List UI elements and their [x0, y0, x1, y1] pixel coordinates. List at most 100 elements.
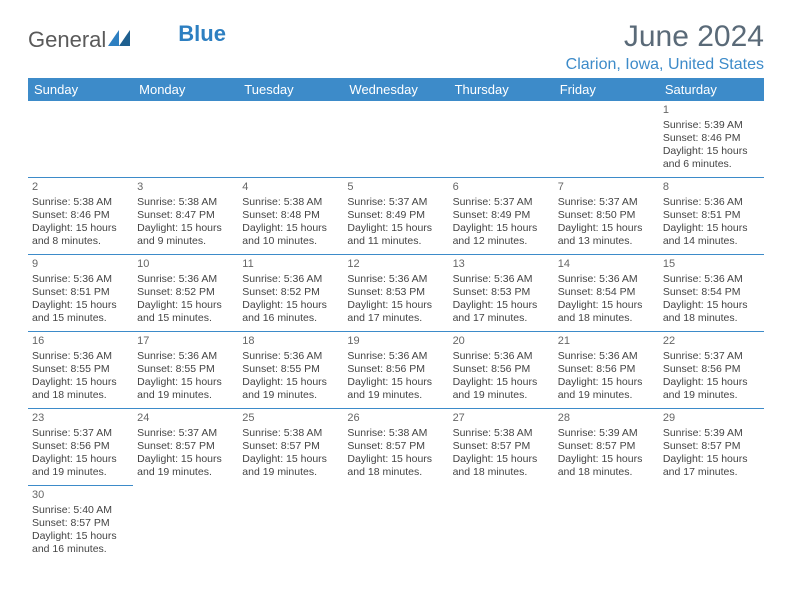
daylight-text: Daylight: 15 hours and 19 minutes. [137, 376, 234, 402]
calendar-cell [133, 101, 238, 178]
day-number: 20 [453, 335, 550, 349]
day-number: 30 [32, 489, 129, 503]
day-number: 6 [453, 181, 550, 195]
calendar-row: 1Sunrise: 5:39 AMSunset: 8:46 PMDaylight… [28, 101, 764, 178]
calendar-cell: 8Sunrise: 5:36 AMSunset: 8:51 PMDaylight… [659, 178, 764, 255]
calendar-row: 9Sunrise: 5:36 AMSunset: 8:51 PMDaylight… [28, 255, 764, 332]
calendar-cell: 2Sunrise: 5:38 AMSunset: 8:46 PMDaylight… [28, 178, 133, 255]
daylight-text: Daylight: 15 hours and 14 minutes. [663, 222, 760, 248]
calendar-cell [449, 486, 554, 563]
sunrise-text: Sunrise: 5:36 AM [32, 273, 129, 286]
sunrise-text: Sunrise: 5:36 AM [453, 273, 550, 286]
sunset-text: Sunset: 8:51 PM [663, 209, 760, 222]
calendar-cell [449, 101, 554, 178]
calendar-cell [343, 101, 448, 178]
sunset-text: Sunset: 8:57 PM [558, 440, 655, 453]
brand-part1: General [28, 27, 106, 53]
sunrise-text: Sunrise: 5:36 AM [558, 350, 655, 363]
weekday-header: Wednesday [343, 78, 448, 101]
sunset-text: Sunset: 8:57 PM [663, 440, 760, 453]
sunrise-text: Sunrise: 5:37 AM [137, 427, 234, 440]
daylight-text: Daylight: 15 hours and 13 minutes. [558, 222, 655, 248]
sunrise-text: Sunrise: 5:36 AM [558, 273, 655, 286]
sunrise-text: Sunrise: 5:36 AM [32, 350, 129, 363]
daylight-text: Daylight: 15 hours and 17 minutes. [453, 299, 550, 325]
calendar-cell: 22Sunrise: 5:37 AMSunset: 8:56 PMDayligh… [659, 332, 764, 409]
calendar-cell: 1Sunrise: 5:39 AMSunset: 8:46 PMDaylight… [659, 101, 764, 178]
day-number: 23 [32, 412, 129, 426]
calendar-row: 30Sunrise: 5:40 AMSunset: 8:57 PMDayligh… [28, 486, 764, 563]
day-number: 15 [663, 258, 760, 272]
day-number: 17 [137, 335, 234, 349]
sunset-text: Sunset: 8:57 PM [32, 517, 129, 530]
brand-part2: Blue [178, 21, 226, 47]
calendar-cell: 28Sunrise: 5:39 AMSunset: 8:57 PMDayligh… [554, 409, 659, 486]
day-number: 12 [347, 258, 444, 272]
calendar-cell: 16Sunrise: 5:36 AMSunset: 8:55 PMDayligh… [28, 332, 133, 409]
calendar-cell: 9Sunrise: 5:36 AMSunset: 8:51 PMDaylight… [28, 255, 133, 332]
daylight-text: Daylight: 15 hours and 10 minutes. [242, 222, 339, 248]
day-number: 28 [558, 412, 655, 426]
daylight-text: Daylight: 15 hours and 18 minutes. [663, 299, 760, 325]
daylight-text: Daylight: 15 hours and 15 minutes. [137, 299, 234, 325]
sunset-text: Sunset: 8:57 PM [347, 440, 444, 453]
daylight-text: Daylight: 15 hours and 19 minutes. [32, 453, 129, 479]
sunset-text: Sunset: 8:50 PM [558, 209, 655, 222]
logo-triangle-icon [108, 26, 130, 52]
calendar-cell: 17Sunrise: 5:36 AMSunset: 8:55 PMDayligh… [133, 332, 238, 409]
title-block: June 2024 Clarion, Iowa, United States [566, 20, 764, 74]
day-number: 13 [453, 258, 550, 272]
sunrise-text: Sunrise: 5:36 AM [663, 273, 760, 286]
sunrise-text: Sunrise: 5:38 AM [242, 427, 339, 440]
day-number: 4 [242, 181, 339, 195]
calendar-cell: 24Sunrise: 5:37 AMSunset: 8:57 PMDayligh… [133, 409, 238, 486]
calendar-cell: 12Sunrise: 5:36 AMSunset: 8:53 PMDayligh… [343, 255, 448, 332]
daylight-text: Daylight: 15 hours and 11 minutes. [347, 222, 444, 248]
sunset-text: Sunset: 8:56 PM [32, 440, 129, 453]
sunrise-text: Sunrise: 5:36 AM [137, 350, 234, 363]
calendar-row: 16Sunrise: 5:36 AMSunset: 8:55 PMDayligh… [28, 332, 764, 409]
daylight-text: Daylight: 15 hours and 18 minutes. [32, 376, 129, 402]
day-number: 16 [32, 335, 129, 349]
calendar-cell: 20Sunrise: 5:36 AMSunset: 8:56 PMDayligh… [449, 332, 554, 409]
header: General Blue June 2024 Clarion, Iowa, Un… [28, 20, 764, 74]
sunset-text: Sunset: 8:49 PM [453, 209, 550, 222]
calendar-cell: 11Sunrise: 5:36 AMSunset: 8:52 PMDayligh… [238, 255, 343, 332]
day-number: 25 [242, 412, 339, 426]
sunset-text: Sunset: 8:54 PM [663, 286, 760, 299]
sunset-text: Sunset: 8:46 PM [32, 209, 129, 222]
calendar-cell [554, 101, 659, 178]
sunset-text: Sunset: 8:52 PM [137, 286, 234, 299]
day-number: 26 [347, 412, 444, 426]
calendar-cell: 18Sunrise: 5:36 AMSunset: 8:55 PMDayligh… [238, 332, 343, 409]
daylight-text: Daylight: 15 hours and 18 minutes. [347, 453, 444, 479]
sunset-text: Sunset: 8:56 PM [663, 363, 760, 376]
day-number: 11 [242, 258, 339, 272]
sunset-text: Sunset: 8:57 PM [453, 440, 550, 453]
daylight-text: Daylight: 15 hours and 19 minutes. [242, 453, 339, 479]
weekday-header: Friday [554, 78, 659, 101]
calendar-cell: 15Sunrise: 5:36 AMSunset: 8:54 PMDayligh… [659, 255, 764, 332]
calendar-row: 2Sunrise: 5:38 AMSunset: 8:46 PMDaylight… [28, 178, 764, 255]
daylight-text: Daylight: 15 hours and 19 minutes. [558, 376, 655, 402]
sunrise-text: Sunrise: 5:36 AM [242, 350, 339, 363]
calendar-cell: 14Sunrise: 5:36 AMSunset: 8:54 PMDayligh… [554, 255, 659, 332]
calendar-cell [659, 486, 764, 563]
sunrise-text: Sunrise: 5:39 AM [663, 119, 760, 132]
day-number: 14 [558, 258, 655, 272]
sunset-text: Sunset: 8:53 PM [347, 286, 444, 299]
daylight-text: Daylight: 15 hours and 19 minutes. [137, 453, 234, 479]
calendar-cell: 6Sunrise: 5:37 AMSunset: 8:49 PMDaylight… [449, 178, 554, 255]
sunrise-text: Sunrise: 5:37 AM [663, 350, 760, 363]
sunrise-text: Sunrise: 5:38 AM [137, 196, 234, 209]
sunrise-text: Sunrise: 5:37 AM [32, 427, 129, 440]
sunset-text: Sunset: 8:56 PM [347, 363, 444, 376]
sunset-text: Sunset: 8:57 PM [137, 440, 234, 453]
day-number: 21 [558, 335, 655, 349]
daylight-text: Daylight: 15 hours and 19 minutes. [453, 376, 550, 402]
calendar-row: 23Sunrise: 5:37 AMSunset: 8:56 PMDayligh… [28, 409, 764, 486]
sunset-text: Sunset: 8:55 PM [137, 363, 234, 376]
month-title: June 2024 [566, 20, 764, 54]
daylight-text: Daylight: 15 hours and 19 minutes. [242, 376, 339, 402]
daylight-text: Daylight: 15 hours and 16 minutes. [242, 299, 339, 325]
